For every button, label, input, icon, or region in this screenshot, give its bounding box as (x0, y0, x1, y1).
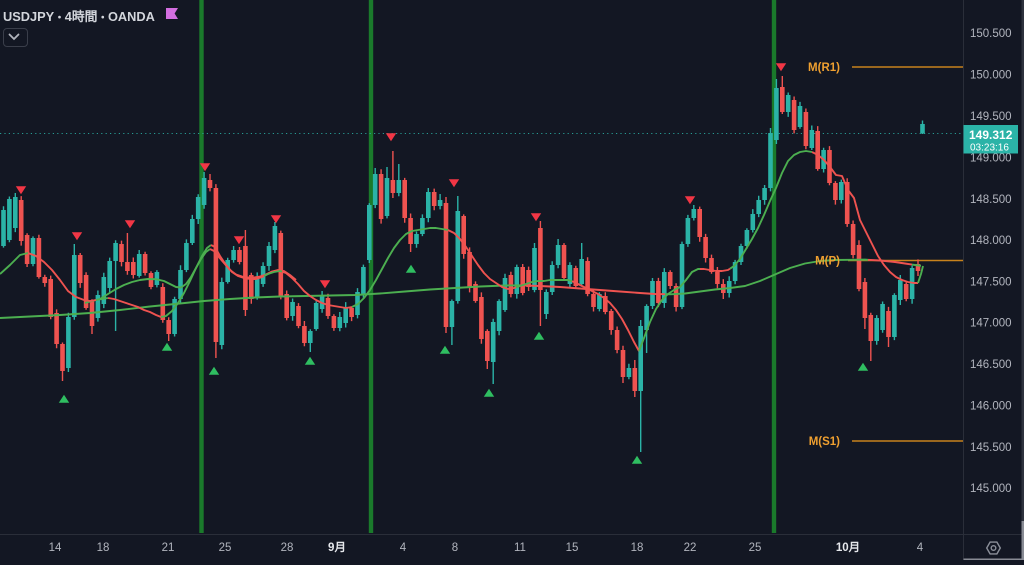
svg-text:28: 28 (281, 542, 294, 554)
svg-text:149.000: 149.000 (970, 153, 1012, 165)
svg-text:M(P): M(P) (815, 256, 840, 268)
svg-text:25: 25 (749, 542, 762, 554)
svg-text:149.500: 149.500 (970, 111, 1012, 123)
svg-text:11: 11 (514, 542, 526, 554)
svg-text:147.000: 147.000 (970, 318, 1012, 330)
svg-text:146.500: 146.500 (970, 359, 1012, 371)
svg-text:21: 21 (162, 542, 175, 554)
svg-text:10月: 10月 (836, 541, 860, 554)
svg-text:8: 8 (452, 542, 458, 554)
svg-text:4: 4 (400, 542, 407, 554)
svg-text:147.500: 147.500 (970, 277, 1012, 289)
svg-text:4: 4 (917, 542, 924, 554)
svg-text:M(R1): M(R1) (808, 62, 840, 74)
svg-text:145.000: 145.000 (970, 483, 1012, 495)
svg-text:9月: 9月 (328, 541, 346, 554)
svg-text:150.000: 150.000 (970, 70, 1012, 82)
svg-text:148.500: 148.500 (970, 194, 1012, 206)
svg-text:25: 25 (219, 542, 232, 554)
svg-text:150.500: 150.500 (970, 28, 1012, 40)
svg-text:15: 15 (566, 542, 579, 554)
svg-text:149.312: 149.312 (969, 128, 1013, 142)
svg-text:18: 18 (97, 542, 110, 554)
svg-text:148.000: 148.000 (970, 235, 1012, 247)
svg-text:146.000: 146.000 (970, 401, 1012, 413)
svg-text:M(S1): M(S1) (809, 436, 840, 448)
svg-text:145.500: 145.500 (970, 442, 1012, 454)
svg-text:14: 14 (49, 542, 62, 554)
svg-text:18: 18 (631, 542, 644, 554)
svg-text:03:23:16: 03:23:16 (970, 143, 1009, 154)
svg-text:22: 22 (684, 542, 697, 554)
